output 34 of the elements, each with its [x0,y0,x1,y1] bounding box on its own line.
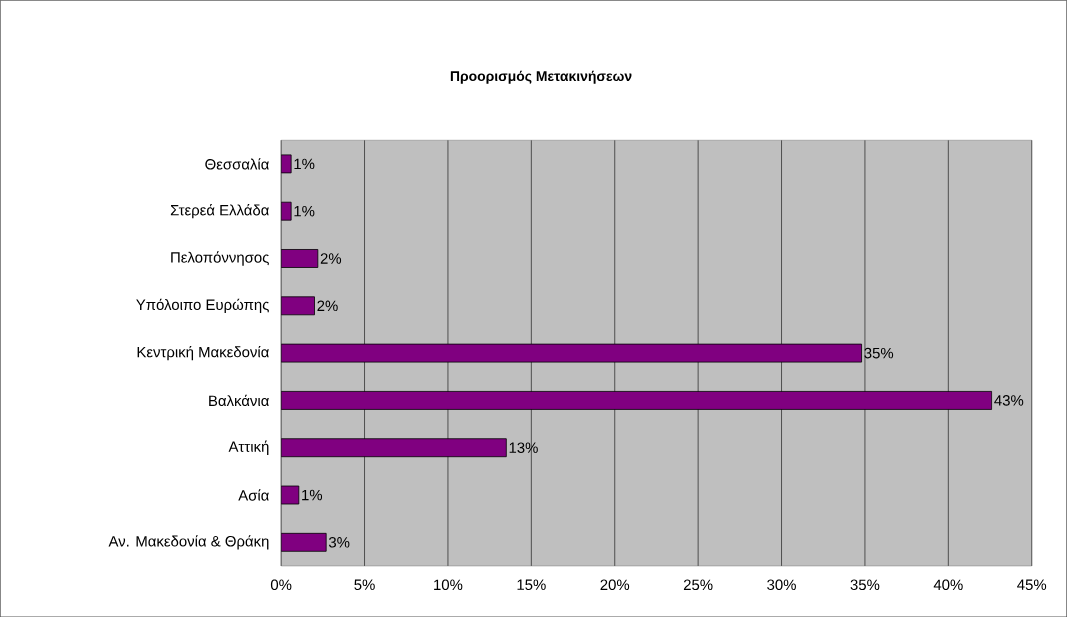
x-tick-label: 30% [767,579,796,590]
data-label: 3% [328,536,350,548]
x-tick-label: 40% [933,579,963,590]
y-tick-label: Υπόλοιπο Ευρώπης [136,298,269,313]
data-label: 2% [320,253,342,264]
bar [281,296,315,316]
data-label: 1% [294,205,315,217]
data-label: 2% [317,300,338,311]
y-tick-label: Στερεά Ελλάδα [170,203,269,219]
data-label: 35% [864,347,894,359]
x-tick-label: 0% [270,579,292,590]
x-tick-label: 5% [354,579,375,590]
data-label: 13% [509,442,538,453]
x-tick-label: 20% [600,579,630,590]
bar [281,532,327,552]
y-tick-label: Αν. Μακεδονία & Θράκη [108,535,269,550]
x-tick-label: 25% [683,579,713,590]
bar [281,438,507,457]
data-label: 1% [302,489,323,501]
chart-title: Προορισμός Μετακινήσεων [450,70,632,84]
data-label: 43% [994,395,1024,406]
bar [281,248,319,268]
x-tick-label: 45% [1017,579,1047,590]
y-tick-label: Θεσσαλία [205,158,269,170]
x-tick-label: 10% [434,579,463,590]
y-tick-label: Κεντρική Μακεδονία [137,345,269,361]
x-tick-label: 15% [517,579,546,590]
y-tick-label: Πελοπόννησος [171,251,269,266]
y-tick-label: Αττική [228,440,269,455]
x-tick-label: 35% [850,579,880,590]
y-tick-label: Ασία [238,489,269,501]
bar [281,390,993,410]
data-label: 1% [294,158,315,169]
y-tick-label: Βαλκάνια [209,394,269,406]
